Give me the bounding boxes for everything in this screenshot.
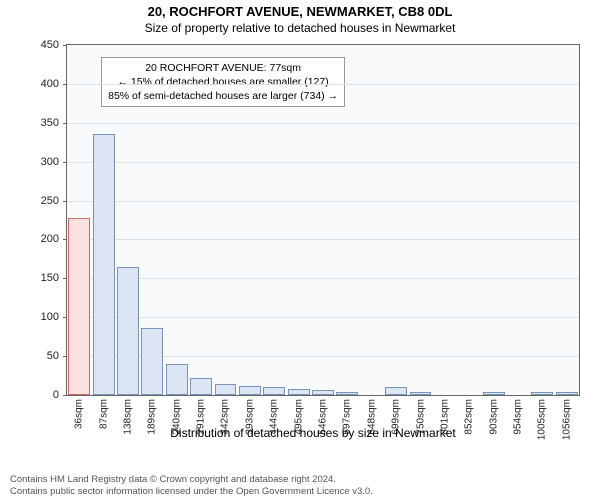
gridline [67,162,579,163]
gridline [67,123,579,124]
y-tick-label: 50 [47,350,59,362]
y-tick-label: 100 [41,311,59,323]
bar [190,378,212,395]
annotation-line-3: 85% of semi-detached houses are larger (… [108,89,338,103]
y-tick [63,317,67,318]
bar [336,392,358,395]
bar [263,387,285,395]
bar [215,384,237,395]
x-tick-label: 36sqm [74,399,85,429]
annotation-line-1: 20 ROCHFORT AVENUE: 77sqm [108,61,338,75]
x-tick-label: 87sqm [98,399,109,429]
bar [556,392,578,395]
bar-highlight [68,218,90,395]
plot-area: 20 ROCHFORT AVENUE: 77sqm ← 15% of detac… [66,44,580,396]
y-tick-label: 450 [41,39,59,51]
bar [93,134,115,395]
page-subtitle: Size of property relative to detached ho… [0,21,600,35]
x-axis-label: Distribution of detached houses by size … [46,426,580,440]
chart-area: Number of detached properties 20 ROCHFOR… [46,44,580,434]
gridline [67,239,579,240]
footer-line-1: Contains HM Land Registry data © Crown c… [10,474,373,486]
root: 20, ROCHFORT AVENUE, NEWMARKET, CB8 0DL … [0,4,600,504]
y-tick [63,278,67,279]
page-title: 20, ROCHFORT AVENUE, NEWMARKET, CB8 0DL [0,4,600,19]
y-tick-label: 250 [41,195,59,207]
bar [239,386,261,395]
y-tick-label: 350 [41,117,59,129]
bar [166,364,188,395]
y-tick [63,45,67,46]
y-tick-label: 200 [41,233,59,245]
bar [483,392,505,395]
bar [117,267,139,395]
gridline [67,201,579,202]
footer-line-2: Contains public sector information licen… [10,486,373,498]
bar [385,387,407,395]
bar [410,392,432,395]
bar [288,389,310,395]
bar [141,328,163,395]
y-tick [63,84,67,85]
footer: Contains HM Land Registry data © Crown c… [10,474,373,498]
y-tick [63,162,67,163]
annotation-box: 20 ROCHFORT AVENUE: 77sqm ← 15% of detac… [101,57,345,108]
gridline [67,317,579,318]
gridline [67,278,579,279]
bar [531,392,553,395]
y-tick-label: 150 [41,272,59,284]
annotation-line-2: ← 15% of detached houses are smaller (12… [108,75,338,89]
y-tick [63,201,67,202]
bar [312,390,334,395]
gridline [67,84,579,85]
y-tick [63,123,67,124]
y-tick [63,356,67,357]
y-tick-label: 0 [53,389,59,401]
y-tick-label: 300 [41,156,59,168]
y-tick [63,239,67,240]
y-tick [63,395,67,396]
y-tick-label: 400 [41,78,59,90]
